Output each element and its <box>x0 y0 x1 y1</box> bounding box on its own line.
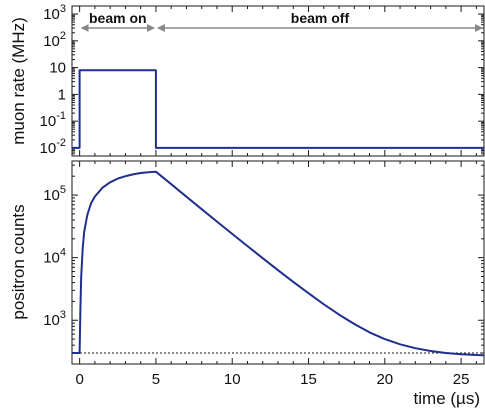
time-x-axis-label: time (µs) <box>414 389 480 408</box>
positron-counts-series-line <box>72 170 485 357</box>
muon-rate-y-tick-label: 10 <box>49 60 66 77</box>
positron-counts-plot-frame <box>71 160 485 365</box>
muon-rate-y-tick-label: 102 <box>43 30 66 50</box>
time-x-tick-label: 0 <box>75 371 83 388</box>
time-x-tick-label: 15 <box>300 371 317 388</box>
positron-counts-y-axis-label: positron counts <box>9 204 28 319</box>
time-x-tick-label: 10 <box>224 371 241 388</box>
positron-counts-y-tick-label: 105 <box>43 184 66 204</box>
positron-counts-y-tick-label: 104 <box>43 247 66 267</box>
muon-rate-y-tick-label: 1 <box>58 86 66 103</box>
time-x-tick-label: 25 <box>453 371 470 388</box>
muon-rate-y-ticks: 10-2 10-1 1 10 102 103 <box>40 3 484 157</box>
muon-rate-series-line <box>72 69 484 149</box>
beam-off-label: beam off <box>291 10 350 26</box>
muon-rate-y-axis-label: muon rate (MHz) <box>9 17 28 145</box>
positron-counts-x-ticks: 0 5 10 15 20 25 <box>75 161 477 388</box>
positron-counts-panel: 103 104 105 0 5 10 15 20 25 positron counts tim… <box>9 160 485 408</box>
muon-rate-y-tick-label: 10-2 <box>40 137 66 157</box>
muon-rate-x-ticks <box>79 6 477 156</box>
muon-rate-y-tick-label: 10-1 <box>40 110 66 130</box>
time-x-tick-label: 20 <box>376 371 393 388</box>
positron-counts-y-tick-label: 103 <box>43 309 66 329</box>
beam-phase-annotations: beam on beam off <box>80 10 483 32</box>
positron-counts-y-ticks: 103 104 105 <box>43 164 484 354</box>
beam-on-label: beam on <box>89 10 147 26</box>
muon-rate-y-tick-label: 103 <box>43 3 66 23</box>
time-x-tick-label: 5 <box>152 371 160 388</box>
muon-rate-panel: 10-2 10-1 1 10 102 103 beam on beam off muon r… <box>9 3 485 157</box>
